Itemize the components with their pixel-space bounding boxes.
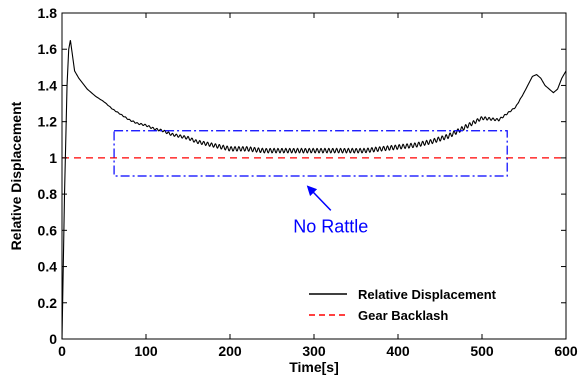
y-tick-label: 0 [49, 331, 57, 347]
legend-label-relative-displacement: Relative Displacement [358, 287, 497, 302]
annotation-layer: No Rattle [113, 130, 508, 237]
x-tick-label: 0 [58, 343, 66, 359]
y-tick-label: 0.6 [38, 222, 58, 238]
annotation-no-rattle: No Rattle [293, 217, 368, 237]
x-tick-label: 100 [134, 343, 158, 359]
y-axis-title: Relative Displacement [8, 101, 24, 250]
series-layer [61, 40, 567, 340]
y-tick-label: 1 [49, 150, 57, 166]
x-tick-label: 200 [218, 343, 242, 359]
no-rattle-box [113, 130, 508, 177]
y-tick-label: 0.4 [38, 259, 58, 275]
legend: Relative Displacement Gear Backlash [300, 280, 560, 328]
x-tick-label: 600 [554, 343, 578, 359]
y-tick-label: 0.2 [38, 295, 58, 311]
annotation-arrow [306, 185, 332, 211]
x-tick-label: 400 [386, 343, 410, 359]
y-tick-label: 1.6 [38, 41, 58, 57]
y-tick-label: 0.8 [38, 186, 58, 202]
y-tick-label: 1.4 [38, 77, 58, 93]
x-axis-title: Time[s] [289, 359, 339, 375]
y-tick-label: 1.8 [38, 5, 58, 21]
series-line-relative-displacement [61, 40, 567, 340]
x-tick-label: 500 [470, 343, 494, 359]
y-tick-label: 1.2 [38, 114, 58, 130]
x-tick-label: 300 [302, 343, 326, 359]
tick-layer: 0 100 200 300 400 500 600 0 0.2 0.4 0.6 0.8 1 1.2 1.4 1… [38, 5, 578, 359]
label-layer: Time[s] Relative Displacement [8, 101, 339, 375]
legend-label-gear-backlash: Gear Backlash [358, 308, 448, 323]
legend-box [300, 280, 560, 328]
